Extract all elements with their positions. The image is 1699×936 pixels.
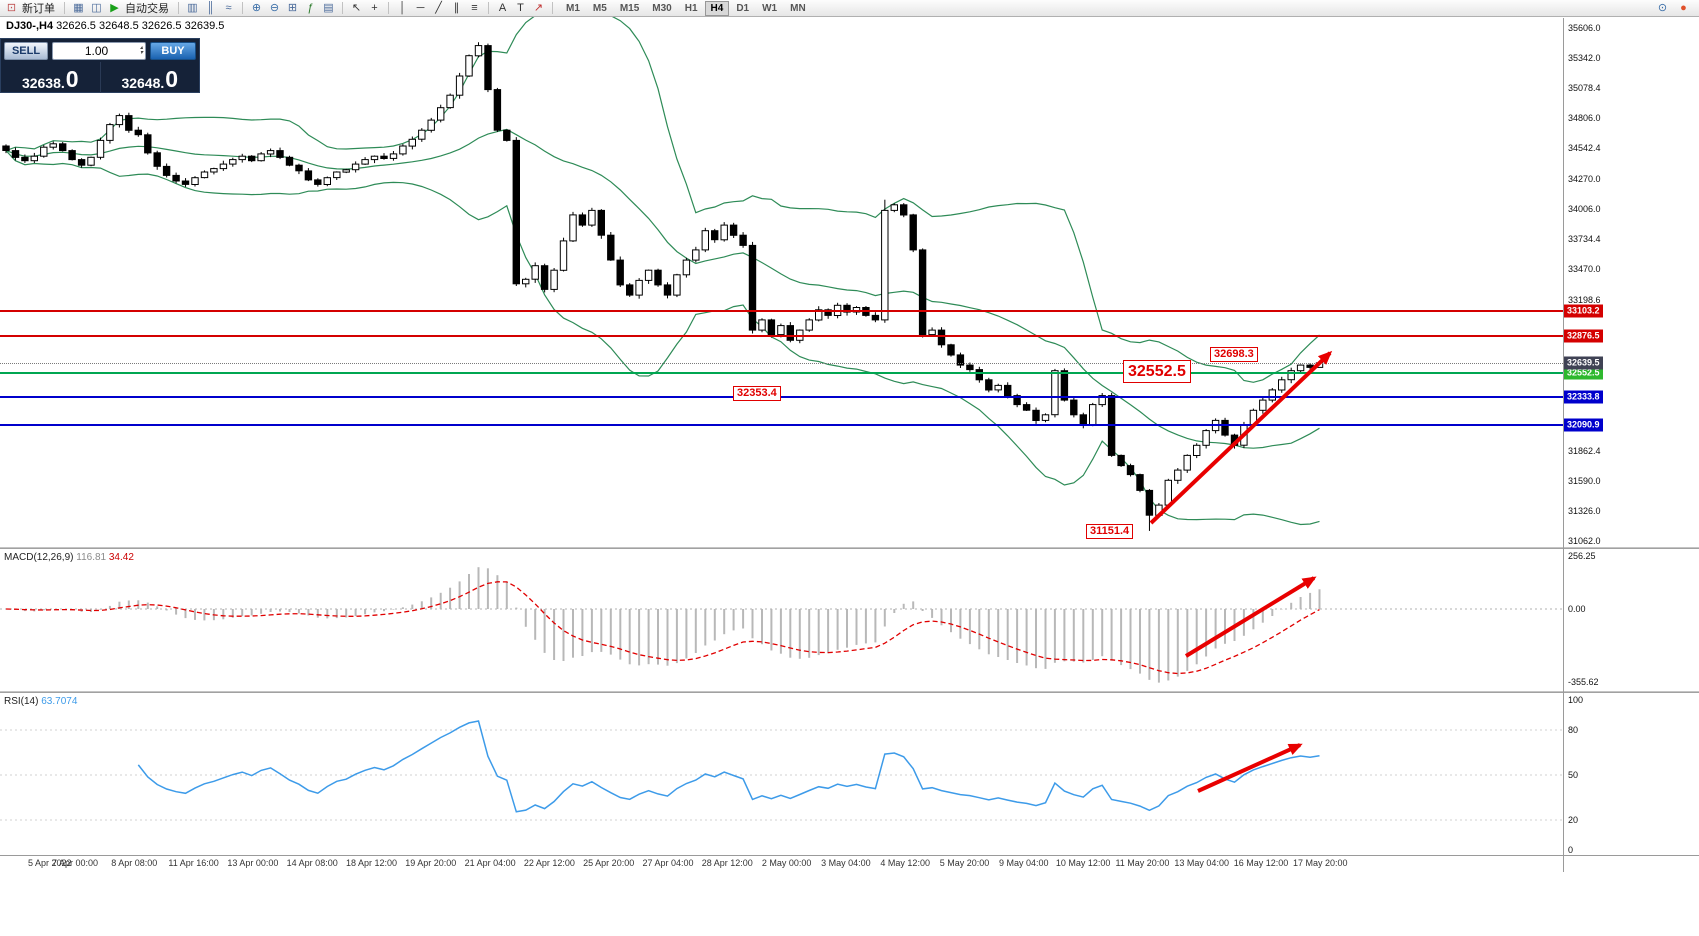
auto-trading-icon[interactable]: ▶ — [110, 1, 119, 14]
volume-stepper[interactable]: 1.00 ▴ ▾ — [52, 41, 146, 60]
rsi-panel-splitter[interactable] — [0, 691, 1699, 693]
volume-spinner[interactable]: ▴ ▾ — [139, 45, 143, 56]
time-axis[interactable] — [0, 856, 1563, 874]
new-order-label: 新订单 — [22, 3, 55, 15]
templates-icon[interactable]: ▤ — [323, 1, 334, 14]
time-axis-border — [0, 855, 1699, 856]
chart-window-icon[interactable]: ▦ — [73, 1, 84, 14]
price-annotation-32698[interactable]: 32698.3 — [1210, 347, 1258, 363]
indicators-icon[interactable]: ƒ — [307, 1, 314, 14]
candlestick-chart-icon[interactable]: ║ — [206, 1, 215, 14]
timeframe-toolbar: M1 M5 M15 M30 H1 H4 D1 W1 MN — [560, 0, 812, 16]
trendline-icon[interactable]: ╱ — [435, 1, 442, 14]
sell-button[interactable]: SELL — [4, 41, 48, 60]
timeframe-m15[interactable]: M15 — [619, 2, 640, 14]
crosshair-icon[interactable]: + — [371, 1, 378, 14]
timeframe-w1[interactable]: W1 — [762, 2, 778, 14]
timeframe-m30[interactable]: M30 — [652, 2, 672, 14]
macd-panel-splitter[interactable] — [0, 547, 1699, 549]
arrow-objects-icon[interactable]: ↗ — [533, 1, 544, 14]
price-annotation-32353[interactable]: 32353.4 — [733, 386, 781, 402]
trade-panel-controls: SELL 1.00 ▴ ▾ BUY — [1, 39, 199, 62]
timeframe-m5[interactable]: M5 — [592, 2, 607, 14]
new-order-icon[interactable]: ⊡ — [6, 1, 17, 14]
profiles-icon[interactable]: ◫ — [91, 1, 102, 14]
volume-value: 1.00 — [84, 43, 109, 58]
price-annotation-32552[interactable]: 32552.5 — [1123, 360, 1191, 384]
toolbar-separator — [178, 2, 179, 14]
auto-trading-label: 自动交易 — [125, 3, 169, 15]
price-scale-border — [1563, 18, 1564, 872]
vertical-line-icon[interactable]: │ — [399, 1, 406, 14]
toolbar-separator — [388, 2, 389, 14]
toolbar-separator — [552, 2, 553, 14]
buy-price: 32648. 0 — [121, 66, 179, 93]
trade-panel-prices: 32638. 0 32648. 0 — [1, 62, 199, 93]
timeframe-h1[interactable]: H1 — [684, 2, 698, 14]
toolbar-right-group: ⊙ ● — [1654, 1, 1696, 16]
one-click-trade-panel: SELL 1.00 ▴ ▾ BUY 32638. 0 32648. 0 — [0, 38, 200, 93]
tile-windows-icon[interactable]: ⊞ — [287, 1, 298, 14]
horizontal-line-icon[interactable]: ─ — [416, 1, 425, 14]
timeframe-h4[interactable]: H4 — [704, 0, 730, 16]
main-chart-panel[interactable] — [0, 18, 1699, 547]
record-icon[interactable]: ● — [1680, 1, 1687, 14]
sell-price: 32638. 0 — [21, 66, 79, 93]
toolbar-separator — [64, 2, 65, 14]
label-icon[interactable]: T — [517, 1, 524, 14]
toolbar-separator — [488, 2, 489, 14]
search-icon[interactable]: ⊙ — [1657, 1, 1668, 14]
text-icon[interactable]: A — [498, 1, 507, 14]
timeframe-m1[interactable]: M1 — [566, 2, 580, 14]
spinner-down-icon[interactable]: ▾ — [139, 49, 143, 56]
timeframe-mn[interactable]: MN — [790, 2, 806, 14]
fibonacci-icon[interactable]: ≡ — [471, 1, 478, 14]
cursor-icon[interactable]: ↖ — [351, 1, 362, 14]
top-toolbar: ⊡ 新订单 ▦ ◫ ▶ 自动交易 ▥ ║ ≈ ⊕ ⊖ ⊞ ƒ ▤ ↖ + │ ─ ╱ ∥ ≡ A T ↗ M1 M5 M15 M30 H… — [0, 0, 1699, 17]
bar-chart-icon[interactable]: ▥ — [187, 1, 198, 14]
toolbar-separator — [342, 2, 343, 14]
price-annotation-31151[interactable]: 31151.4 — [1086, 524, 1134, 540]
price-scale[interactable] — [1564, 18, 1699, 855]
rsi-panel[interactable] — [0, 693, 1699, 855]
toolbar-separator — [242, 2, 243, 14]
channel-icon[interactable]: ∥ — [453, 1, 460, 14]
timeframe-d1[interactable]: D1 — [736, 2, 750, 14]
macd-panel[interactable] — [0, 549, 1699, 691]
zoom-in-icon[interactable]: ⊕ — [251, 1, 262, 14]
line-chart-icon[interactable]: ≈ — [225, 1, 232, 14]
toolbar-item-group: ⊡ 新订单 ▦ ◫ ▶ 自动交易 ▥ ║ ≈ ⊕ ⊖ ⊞ ƒ ▤ ↖ + │ ─ ╱ ∥ ≡ A T ↗ M1 M5 M15 M30 H… — [3, 0, 812, 17]
zoom-out-icon[interactable]: ⊖ — [269, 1, 280, 14]
buy-button[interactable]: BUY — [150, 41, 196, 60]
